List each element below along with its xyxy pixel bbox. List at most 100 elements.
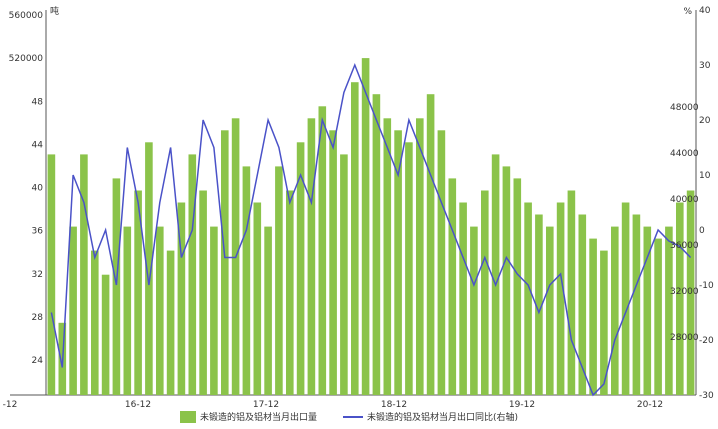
bar (600, 250, 608, 395)
line-series (50, 62, 692, 397)
bar (307, 118, 316, 396)
bar (632, 214, 641, 395)
x-axis-tick-label: 18-12 (381, 400, 407, 410)
inner-right-tick-label: 40000 (670, 195, 699, 205)
bar (491, 154, 500, 395)
x-axis-tick-label: 19-12 (509, 400, 535, 410)
bar (546, 226, 554, 395)
bar (286, 190, 294, 395)
right-axis-tick-label: -10 (699, 281, 714, 291)
inner-right-tick-label: 48000 (670, 103, 699, 113)
bar (199, 190, 207, 395)
x-axis-tick-label: 17-12 (253, 400, 279, 410)
left-axis-tick-label: 36 (32, 227, 44, 237)
right-axis-tick-label: 40 (699, 6, 711, 16)
left-axis-unit: 吨 (50, 5, 59, 17)
bar (567, 190, 576, 395)
bar (318, 106, 327, 396)
bar (459, 202, 467, 395)
bar (372, 94, 381, 395)
bar (676, 202, 684, 395)
left-axis-tick-label: 520000 (9, 54, 44, 64)
bar (47, 154, 56, 395)
legend-item-line: 未锻造的铝及铝材当月出口同比(右轴) (343, 410, 518, 423)
bar (69, 226, 77, 395)
bar (242, 166, 251, 395)
bar (112, 178, 121, 395)
bar (101, 274, 110, 395)
bar (275, 166, 283, 395)
bar (394, 130, 402, 396)
inner-right-tick-label: 32000 (670, 287, 699, 297)
x-axis-tick-label: -12 (3, 400, 18, 410)
bar (611, 226, 619, 395)
bar (351, 82, 359, 395)
right-axis-tick-label: 20 (699, 116, 711, 126)
right-axis-tick-label: 30 (699, 61, 711, 71)
legend-label-bar: 未锻造的铝及铝材当月出口量 (200, 413, 318, 423)
legend-item-bar: 未锻造的铝及铝材当月出口量 (180, 410, 317, 423)
bar (448, 178, 457, 395)
bar (210, 226, 218, 395)
bar (134, 190, 142, 395)
bar (166, 250, 175, 395)
bar (589, 238, 597, 395)
x-axis-tick-label: 16-12 (125, 400, 151, 410)
legend-swatch-line (343, 415, 364, 418)
bar (470, 226, 478, 395)
right-axis-tick-label: 10 (699, 171, 711, 181)
left-axis-tick-label: 32 (32, 270, 43, 280)
left-axis-tick-label: 24 (32, 356, 44, 366)
bar (665, 226, 673, 395)
x-axis-tick-label: 20-12 (637, 400, 663, 410)
bar (437, 130, 446, 396)
bar (177, 202, 186, 395)
right-axis-tick-label: -30 (699, 391, 714, 401)
inner-right-tick-label: 36000 (670, 241, 699, 251)
bar (513, 178, 522, 395)
left-axis-tick-label: 48 (32, 97, 44, 107)
bar (426, 94, 435, 395)
bar (296, 142, 305, 395)
bar (156, 226, 164, 395)
bar (524, 202, 532, 395)
legend: 未锻造的铝及铝材当月出口量 未锻造的铝及铝材当月出口同比(右轴) (180, 410, 518, 423)
bar (535, 214, 543, 395)
bar (91, 250, 99, 395)
left-axis-tick-label: 560000 (9, 11, 44, 21)
bar (405, 142, 413, 395)
bar (123, 226, 132, 395)
bar (145, 142, 153, 395)
line-series-path (50, 62, 692, 397)
left-axis-tick-label: 44 (32, 140, 44, 150)
bar (578, 214, 587, 395)
bar (188, 154, 197, 395)
bar (502, 166, 511, 395)
bar (361, 58, 370, 395)
tick-labels: 560000 520000 48 44 40 36 32 28 24 吨 40 30 20 10 0 -10 -… (3, 5, 714, 410)
bar (686, 190, 695, 395)
right-axis-tick-label: 0 (699, 226, 705, 236)
bar (621, 202, 630, 395)
bar (221, 130, 229, 396)
right-axis-unit: % (683, 7, 692, 17)
bar (329, 130, 337, 396)
bar (264, 226, 272, 395)
bar (383, 118, 392, 396)
bar (654, 238, 662, 395)
bar (481, 190, 489, 395)
bar (643, 226, 652, 395)
bar-series (47, 58, 695, 396)
bar (253, 202, 262, 395)
bar (80, 154, 88, 395)
bar (556, 202, 565, 395)
legend-swatch-bar (180, 410, 196, 423)
inner-right-tick-label: 28000 (670, 333, 699, 343)
bar (340, 154, 348, 395)
left-axis-tick-label: 28 (32, 313, 44, 323)
legend-label-line: 未锻造的铝及铝材当月出口同比(右轴) (367, 413, 519, 423)
left-axis-tick-label: 40 (32, 184, 44, 194)
inner-right-tick-label: 44000 (670, 149, 699, 159)
bar (416, 118, 424, 396)
